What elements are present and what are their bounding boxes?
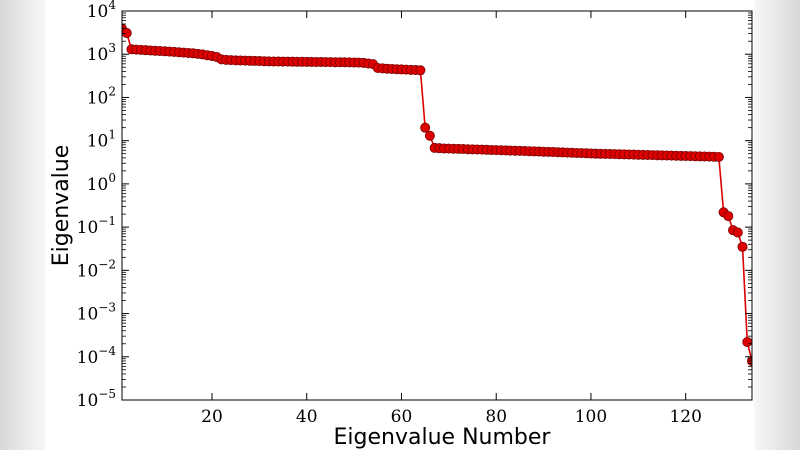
data-point [122, 27, 132, 38]
right-background-panel [754, 0, 800, 450]
data-point [424, 130, 435, 141]
plot-frame [121, 10, 753, 401]
y-tick-label: 100 [87, 171, 116, 195]
x-tick-label: 100 [575, 407, 607, 427]
y-tick-label: 10−1 [77, 214, 116, 238]
data-point [420, 122, 431, 133]
data-point [713, 151, 724, 162]
data-point [732, 227, 743, 238]
x-tick-label: 60 [391, 407, 413, 427]
left-background-panel [0, 0, 46, 450]
chart-marks [122, 23, 752, 366]
chart-ticks: 20 40 60 80 100 120 10−5 10−4 10−3 10−2 10−1 100 101… [77, 0, 752, 427]
x-tick-label: 80 [485, 407, 507, 427]
data-point [415, 65, 426, 76]
x-tick-label: 120 [669, 407, 701, 427]
x-tick-label: 20 [201, 407, 223, 427]
x-tick-label: 40 [296, 407, 318, 427]
eigenvalue-chart: 20 40 60 80 100 120 10−5 10−4 10−3 10−2 10−1 100 101… [49, 0, 753, 450]
y-tick-label: 101 [87, 128, 116, 152]
data-point [737, 241, 748, 252]
data-point [723, 211, 734, 222]
y-tick-label: 102 [87, 84, 116, 108]
series-line [122, 28, 752, 362]
data-point [742, 336, 752, 347]
y-tick-label: 103 [87, 41, 116, 65]
x-axis-label: Eigenvalue Number [334, 425, 552, 450]
y-axis-label: Eigenvalue [49, 145, 74, 267]
y-tick-label: 10−5 [77, 387, 116, 411]
y-tick-label: 10−2 [77, 257, 116, 281]
y-tick-label: 104 [87, 0, 117, 22]
chart-figure: 20 40 60 80 100 120 10−5 10−4 10−3 10−2 10−1 100 101… [46, 0, 754, 450]
y-tick-label: 10−3 [77, 301, 116, 325]
y-tick-label: 10−4 [77, 344, 117, 368]
